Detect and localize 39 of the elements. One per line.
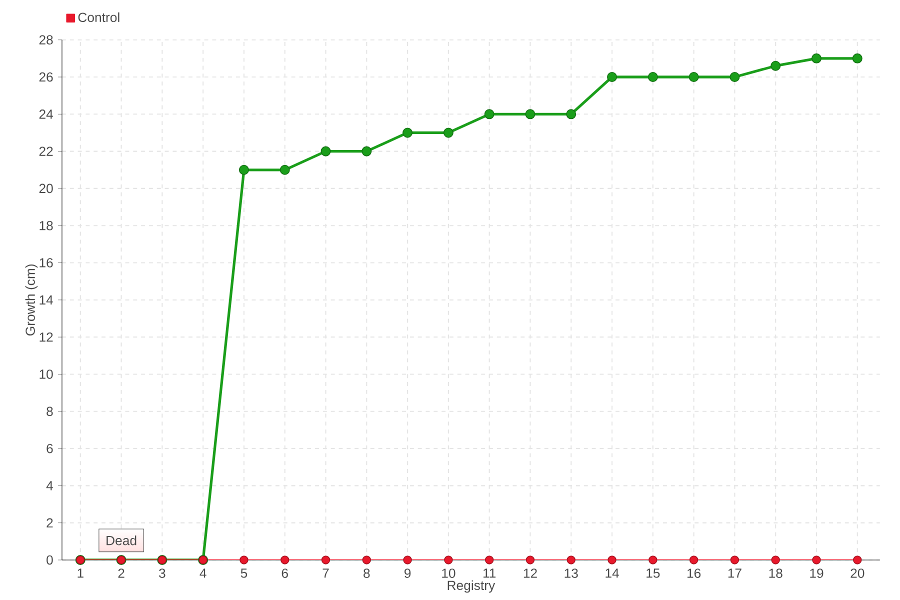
x-tick-label: 2 bbox=[118, 568, 124, 578]
x-tick-label: 11 bbox=[484, 568, 496, 578]
x-tick-label: 1 bbox=[78, 568, 84, 578]
x-tick-label: 4 bbox=[200, 568, 206, 578]
y-tick-label: 24 bbox=[39, 110, 53, 119]
y-tick-label: 8 bbox=[46, 406, 53, 416]
annotation: Dead bbox=[106, 536, 136, 546]
x-tick-label: 10 bbox=[442, 568, 456, 578]
y-tick-label: 28 bbox=[39, 35, 53, 45]
x-tick-label: 3 bbox=[159, 568, 166, 578]
x-tick-label: 8 bbox=[364, 568, 370, 578]
y-tick-label: 14 bbox=[40, 295, 53, 304]
x-tick-label: 14 bbox=[606, 568, 619, 578]
y-tick-label: 2 bbox=[46, 518, 53, 528]
y-axis-title: Growth (cm) bbox=[25, 264, 38, 336]
x-tick-label: 7 bbox=[322, 568, 329, 578]
y-tick-label: 22 bbox=[39, 146, 53, 156]
y-tick-label: 6 bbox=[46, 444, 53, 454]
x-tick-label: 5 bbox=[240, 568, 248, 578]
x-tick-label: 13 bbox=[564, 568, 578, 578]
x-tick-label: 9 bbox=[404, 568, 411, 578]
x-axis-title: Registry bbox=[448, 580, 496, 593]
x-tick-label: 6 bbox=[282, 568, 288, 578]
y-tick-label: 20 bbox=[39, 184, 53, 194]
y-tick-label: 26 bbox=[39, 72, 53, 82]
y-tick-label: 18 bbox=[40, 220, 53, 230]
x-tick-label: 16 bbox=[687, 568, 701, 578]
x-tick-label: 12 bbox=[524, 568, 537, 578]
x-tick-label: 20 bbox=[850, 568, 864, 578]
x-tick-label: 18 bbox=[769, 568, 782, 578]
x-tick-label: 15 bbox=[646, 568, 660, 578]
y-tick-label: 4 bbox=[46, 481, 53, 490]
x-tick-label: 17 bbox=[728, 568, 742, 578]
legend-label: Control bbox=[78, 12, 120, 22]
y-tick-label: 10 bbox=[40, 370, 53, 379]
y-tick-label: 0 bbox=[46, 555, 53, 565]
x-tick-label: 19 bbox=[810, 568, 824, 578]
y-tick-label: 12 bbox=[40, 332, 53, 342]
y-tick-label: 16 bbox=[40, 258, 53, 268]
